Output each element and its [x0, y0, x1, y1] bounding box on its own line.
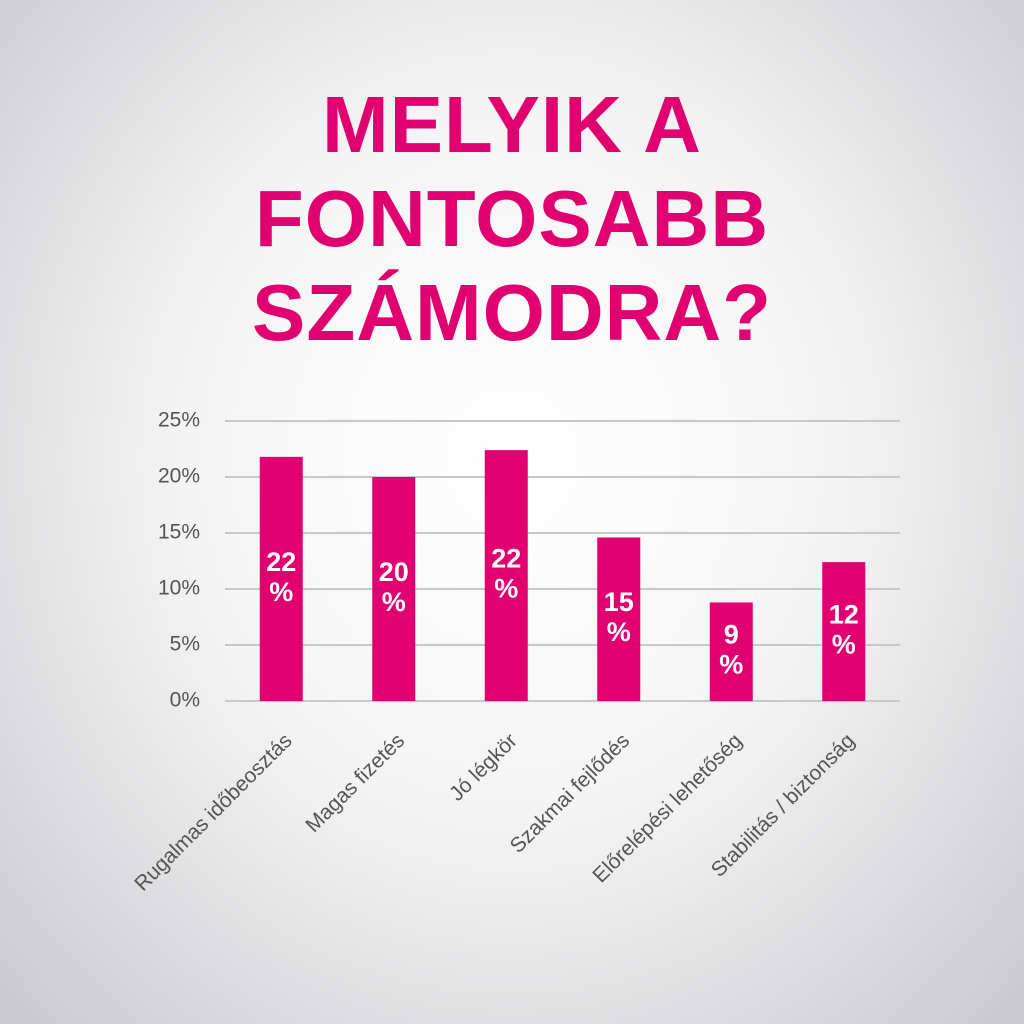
- y-tick-label: 20%: [158, 465, 200, 488]
- value-label: 22%: [266, 547, 296, 607]
- title-box: MELYIK A FONTOSABB SZÁMODRA?: [0, 78, 1024, 360]
- y-tick-label: 15%: [158, 521, 200, 544]
- value-label: 12%: [829, 600, 859, 660]
- value-label: 15%: [604, 587, 634, 647]
- bar: [259, 456, 303, 701]
- bar: [372, 477, 416, 701]
- y-tick-label: 5%: [170, 633, 200, 656]
- x-tick-label: Jó légkör: [445, 729, 522, 806]
- x-tick-label: Rugalmas időbeosztás: [130, 729, 296, 895]
- bar: [709, 602, 753, 701]
- x-tick-label: Szakmai fejlődés: [506, 729, 635, 858]
- x-tick-label: Magas fizetés: [301, 729, 409, 837]
- value-label: 22%: [491, 544, 521, 604]
- bar: [822, 562, 866, 701]
- value-label: 20%: [379, 557, 409, 617]
- bar: [484, 450, 528, 701]
- y-tick-label: 0%: [170, 689, 200, 712]
- y-tick-label: 10%: [158, 577, 200, 600]
- chart-title: MELYIK A FONTOSABB SZÁMODRA?: [251, 80, 773, 357]
- value-label: 9%: [719, 620, 743, 680]
- y-tick-label: 25%: [158, 409, 200, 432]
- bar: [597, 537, 641, 701]
